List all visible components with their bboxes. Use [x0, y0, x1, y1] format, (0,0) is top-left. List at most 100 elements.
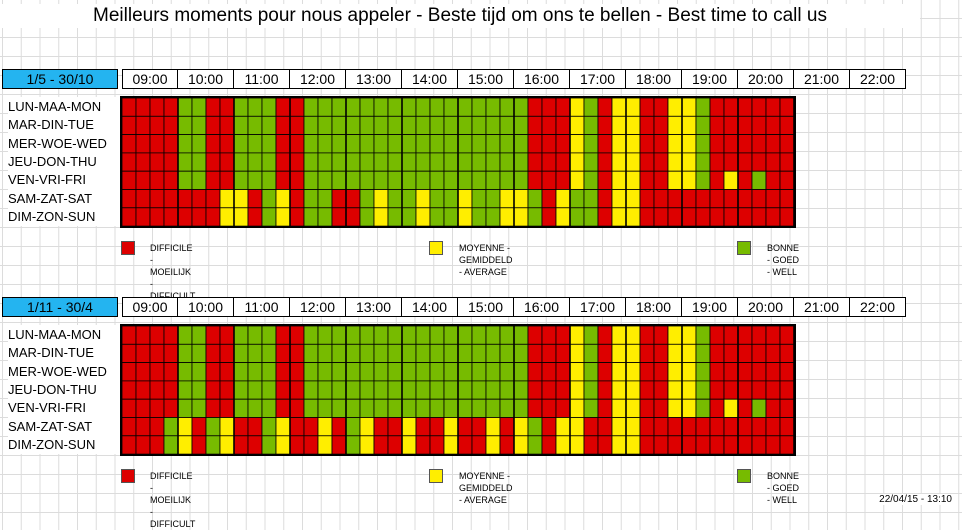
time-slot-cell [122, 134, 137, 154]
time-slot-cell [681, 362, 697, 382]
time-slot-cell [233, 326, 249, 345]
time-slot-cell [779, 189, 794, 209]
legend-average-swatch [429, 241, 443, 255]
time-slot-cell [667, 115, 683, 135]
time-slot-cell [639, 189, 655, 209]
time-slot-cell [443, 326, 459, 345]
time-slot-cell [317, 189, 333, 209]
time-slot-cell [653, 207, 669, 227]
time-slot-cell [303, 98, 319, 117]
time-slot-cell [527, 380, 543, 400]
time-slot-cell [219, 152, 235, 172]
time-slot-cell [122, 417, 137, 437]
time-slot-cell [555, 398, 571, 418]
time-slot-cell [667, 170, 683, 190]
time-slot-cell [695, 189, 711, 209]
time-slot-cell [373, 189, 389, 209]
time-slot-cell [289, 343, 305, 363]
time-slot-cell [527, 115, 543, 135]
day-label: LUN-MAA-MON [8, 325, 120, 344]
hour-label: 22:00 [850, 69, 906, 89]
time-slot-cell [163, 170, 179, 190]
time-slot-cell [373, 134, 389, 154]
time-slot-cell [737, 170, 753, 190]
time-slot-cell [275, 115, 291, 135]
time-slot-cell [667, 380, 683, 400]
time-slot-cell [317, 152, 333, 172]
hour-label: 16:00 [514, 297, 570, 317]
time-slot-cell [737, 189, 753, 209]
time-slot-cell [653, 134, 669, 154]
time-slot-cell [415, 134, 431, 154]
time-slot-cell [401, 98, 417, 117]
time-slot-cell [597, 152, 613, 172]
time-slot-cell [471, 343, 487, 363]
time-slot-cell [625, 343, 641, 363]
hour-label: 15:00 [458, 297, 514, 317]
time-slot-cell [527, 362, 543, 382]
time-slot-cell [163, 98, 179, 117]
time-slot-cell [373, 115, 389, 135]
time-slot-cell [275, 435, 291, 455]
time-slot-cell [513, 115, 529, 135]
time-slot-cell [233, 152, 249, 172]
time-slot-cell [415, 343, 431, 363]
time-slot-cell [359, 362, 375, 382]
time-slot-cell [177, 398, 193, 418]
time-slot-cell [415, 380, 431, 400]
time-slot-cell [233, 170, 249, 190]
hour-label: 18:00 [626, 69, 682, 89]
time-slot-cell [751, 134, 767, 154]
time-slot-cell [737, 152, 753, 172]
time-slot-cell [779, 435, 794, 455]
time-slot-cell [149, 380, 165, 400]
time-slot-cell [779, 380, 794, 400]
time-slot-cell [569, 380, 585, 400]
time-slot-cell [233, 115, 249, 135]
time-slot-cell [205, 134, 221, 154]
time-slot-cell [233, 189, 249, 209]
time-slot-cell [499, 343, 515, 363]
hour-label: 10:00 [178, 69, 234, 89]
time-slot-cell [751, 435, 767, 455]
time-slot-cell [247, 152, 263, 172]
time-slot-cell [275, 380, 291, 400]
time-slot-cell [583, 189, 599, 209]
time-slot-cell [471, 326, 487, 345]
hour-label: 14:00 [402, 69, 458, 89]
time-slot-cell [289, 115, 305, 135]
time-slot-cell [443, 362, 459, 382]
time-slot-cell [751, 417, 767, 437]
time-slot-cell [639, 134, 655, 154]
time-slot-cell [135, 398, 151, 418]
time-slot-cell [527, 207, 543, 227]
time-slot-cell [122, 115, 137, 135]
time-slot-cell [513, 207, 529, 227]
time-slot-cell [583, 115, 599, 135]
time-slot-cell [499, 398, 515, 418]
time-slot-cell [779, 398, 794, 418]
time-slot-cell [163, 207, 179, 227]
time-slot-cell [471, 189, 487, 209]
time-slot-cell [443, 189, 459, 209]
time-slot-cell [569, 115, 585, 135]
time-slot-cell [387, 380, 403, 400]
time-slot-cell [667, 343, 683, 363]
time-slot-cell [555, 170, 571, 190]
time-slot-cell [569, 207, 585, 227]
time-slot-cell [331, 362, 347, 382]
time-slot-cell [135, 435, 151, 455]
time-slot-cell [401, 362, 417, 382]
time-slot-cell [625, 207, 641, 227]
day-label: SAM-ZAT-SAT [8, 188, 120, 208]
time-slot-cell [122, 189, 137, 209]
time-slot-cell [177, 98, 193, 117]
time-slot-cell [415, 398, 431, 418]
time-slot-cell [205, 152, 221, 172]
time-slot-cell [737, 326, 753, 345]
availability-grid [120, 324, 796, 457]
time-slot-cell [597, 343, 613, 363]
time-slot-cell [205, 343, 221, 363]
time-slot-cell [625, 98, 641, 117]
time-slot-cell [149, 362, 165, 382]
